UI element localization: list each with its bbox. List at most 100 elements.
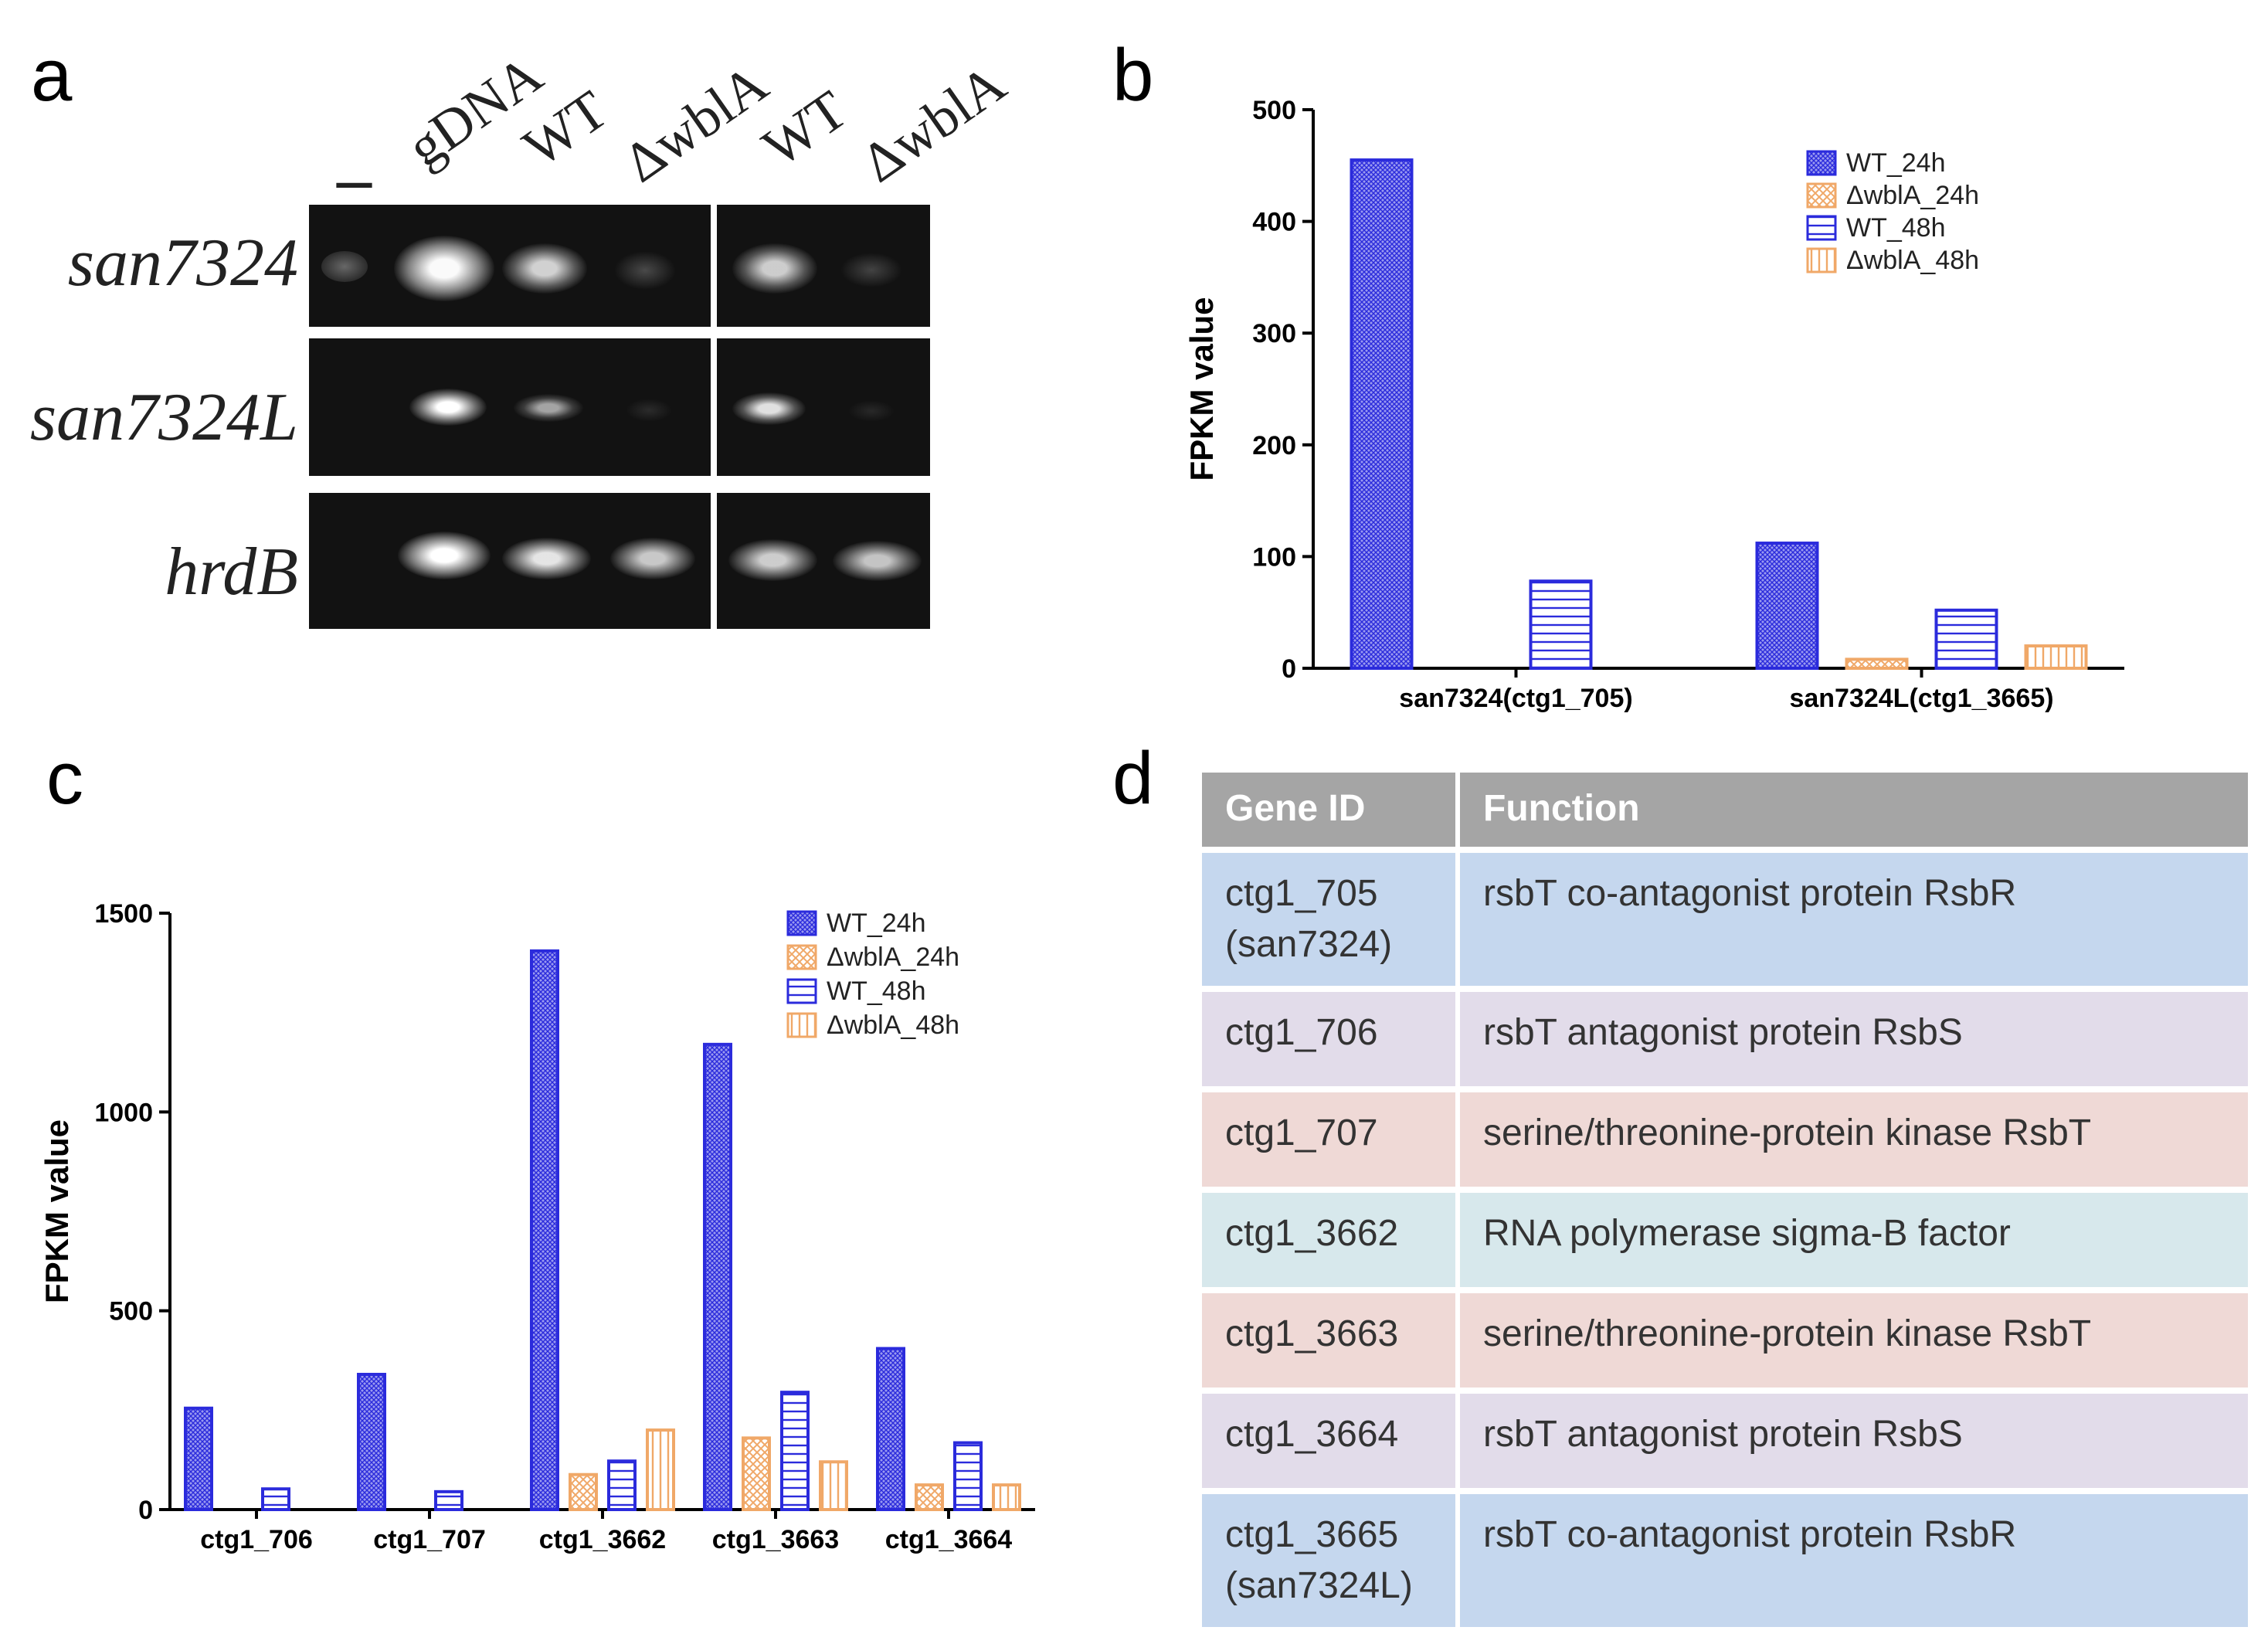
table-row: ctg1_706 rsbT antagonist protein RsbS	[1202, 992, 2248, 1086]
bar-c-4-1	[915, 1483, 944, 1511]
bar-c-0-2	[261, 1487, 290, 1511]
legend-label-3: ΔwblA_48h	[1846, 246, 1979, 275]
legend-label-0: WT_24h	[1846, 148, 1946, 178]
legend-label-0: WT_24h	[827, 909, 926, 938]
cell-function: serine/threonine-protein kinase RsbT	[1460, 1092, 2248, 1187]
x-tick-label: ctg1_707	[373, 1525, 486, 1554]
table-row: ctg1_707 serine/threonine-protein kinase …	[1202, 1092, 2248, 1187]
bar-c-4-2	[953, 1441, 983, 1512]
gel-block-san7324-left	[309, 205, 711, 327]
y-tick-label: 400	[1252, 208, 1296, 237]
bar-c-2-1	[569, 1472, 598, 1512]
y-axis-label: FPKM value	[39, 1119, 75, 1303]
table-row: ctg1_3665 (san7324L) rsbT co-antagonist p…	[1202, 1494, 2248, 1627]
bar-b-1-2	[1934, 608, 1998, 670]
cell-function: rsbT co-antagonist protein RsbR	[1460, 853, 2248, 986]
legend-swatch-0	[1806, 150, 1837, 176]
bar-b-1-0	[1755, 542, 1819, 670]
cell-gene-id: ctg1_707	[1202, 1092, 1460, 1187]
x-tick-label: ctg1_3664	[885, 1525, 1013, 1554]
legend-label-2: WT_48h	[827, 977, 926, 1006]
legend-swatch-3	[786, 1012, 817, 1038]
cell-gene-id: ctg1_706	[1202, 992, 1460, 1086]
bar-c-4-3	[992, 1483, 1021, 1511]
y-axis-label: FPKM value	[1183, 297, 1220, 481]
bar-c-4-0	[876, 1347, 905, 1511]
cell-gene-id: ctg1_3662	[1202, 1193, 1460, 1287]
cell-gene-id: ctg1_3664	[1202, 1394, 1460, 1488]
legend-swatch-3	[1806, 247, 1837, 273]
lane-label-gdna: gDNA	[396, 42, 554, 179]
header-gene-id: Gene ID	[1202, 773, 1460, 847]
bar-c-2-3	[646, 1428, 675, 1511]
gel-block-hrdb-left	[309, 493, 711, 629]
bar-b-1-1	[1845, 657, 1909, 671]
lane-label-wbla-2: ΔwblA	[850, 52, 1017, 195]
legend-swatch-1	[1806, 182, 1837, 209]
legend-label-2: WT_48h	[1846, 213, 1946, 243]
table-row: ctg1_705 (san7324) rsbT co-antagonist pro…	[1202, 853, 2248, 986]
table-row: ctg1_3662 RNA polymerase sigma-B factor	[1202, 1193, 2248, 1287]
bar-b-0-0	[1350, 158, 1414, 670]
gene-label-san7324: san7324	[67, 226, 298, 301]
gel-block-san7324-right	[717, 205, 930, 327]
y-tick-label: 300	[1252, 319, 1296, 348]
y-tick-label: 0	[138, 1496, 153, 1525]
x-tick-label: ctg1_706	[200, 1525, 313, 1554]
legend-swatch-0	[786, 910, 817, 936]
cell-gene-id: ctg1_3665 (san7324L)	[1202, 1494, 1460, 1627]
x-tick-label: ctg1_3663	[712, 1525, 839, 1554]
gel-block-hrdb-right	[717, 493, 930, 629]
chart-b: 0 100 200 300 400 500 FPKM value san7324(ctg1_7…	[1183, 96, 2124, 713]
legend-swatch-1	[786, 944, 817, 970]
x-tick-label: san7324L(ctg1_3665)	[1789, 684, 2053, 713]
cell-function: rsbT antagonist protein RsbS	[1460, 1394, 2248, 1488]
legend-swatch-2	[786, 978, 817, 1004]
panel-label-d: d	[1112, 737, 1154, 820]
y-tick-label: 200	[1252, 431, 1296, 460]
cell-gene-id: ctg1_705 (san7324)	[1202, 853, 1460, 986]
bar-b-1-3	[2024, 644, 2088, 671]
x-tick-label: san7324(ctg1_705)	[1399, 684, 1632, 713]
panel-label-a: a	[31, 34, 73, 117]
cell-function: rsbT antagonist protein RsbS	[1460, 992, 2248, 1086]
table-row: ctg1_3664 rsbT antagonist protein RsbS	[1202, 1394, 2248, 1488]
lane-label-wbla-1: ΔwblA	[612, 52, 779, 195]
lane-label-negative: –	[337, 141, 372, 217]
gel-block-san7324l-left	[309, 338, 711, 476]
legend-label-3: ΔwblA_48h	[827, 1011, 959, 1040]
y-tick-label: 100	[1252, 542, 1296, 572]
y-tick-label: 0	[1282, 654, 1296, 684]
gene-label-hrdb: hrdB	[165, 535, 298, 610]
cell-gene-id: ctg1_3663	[1202, 1293, 1460, 1388]
y-tick-label: 1000	[94, 1098, 153, 1127]
gene-label-san7324l: san7324L	[29, 380, 298, 455]
x-tick-label: ctg1_3662	[539, 1525, 666, 1554]
header-function: Function	[1460, 773, 2248, 847]
bar-c-3-0	[703, 1042, 732, 1511]
legend-label-1: ΔwblA_24h	[827, 943, 959, 972]
bar-c-2-2	[607, 1459, 637, 1512]
panel-label-c: c	[46, 737, 83, 820]
gel-block-san7324l-right	[717, 338, 930, 476]
panel-label-b: b	[1112, 34, 1154, 117]
legend-label-1: ΔwblA_24h	[1846, 181, 1979, 210]
bar-c-1-2	[434, 1489, 463, 1512]
cell-function: serine/threonine-protein kinase RsbT	[1460, 1293, 2248, 1388]
legend-swatch-2	[1806, 215, 1837, 241]
cell-function: RNA polymerase sigma-B factor	[1460, 1193, 2248, 1287]
y-tick-label: 1500	[94, 899, 153, 929]
bar-c-1-0	[357, 1373, 386, 1511]
bar-b-0-2	[1529, 579, 1593, 670]
chart-c: 0 500 1000 1500 FPKM value ctg1_706 ctg1_707 ct…	[39, 899, 1035, 1554]
bar-c-3-2	[780, 1391, 810, 1511]
bar-c-2-0	[530, 949, 559, 1512]
table-row: ctg1_3663 serine/threonine-protein kinase…	[1202, 1293, 2248, 1388]
bar-c-3-1	[742, 1436, 771, 1511]
bar-c-0-0	[184, 1406, 213, 1512]
table-header: Gene ID Function	[1202, 773, 2248, 847]
y-tick-label: 500	[109, 1297, 153, 1326]
bar-c-3-3	[819, 1460, 848, 1511]
cell-function: rsbT co-antagonist protein RsbR	[1460, 1494, 2248, 1627]
y-tick-label: 500	[1252, 96, 1296, 125]
